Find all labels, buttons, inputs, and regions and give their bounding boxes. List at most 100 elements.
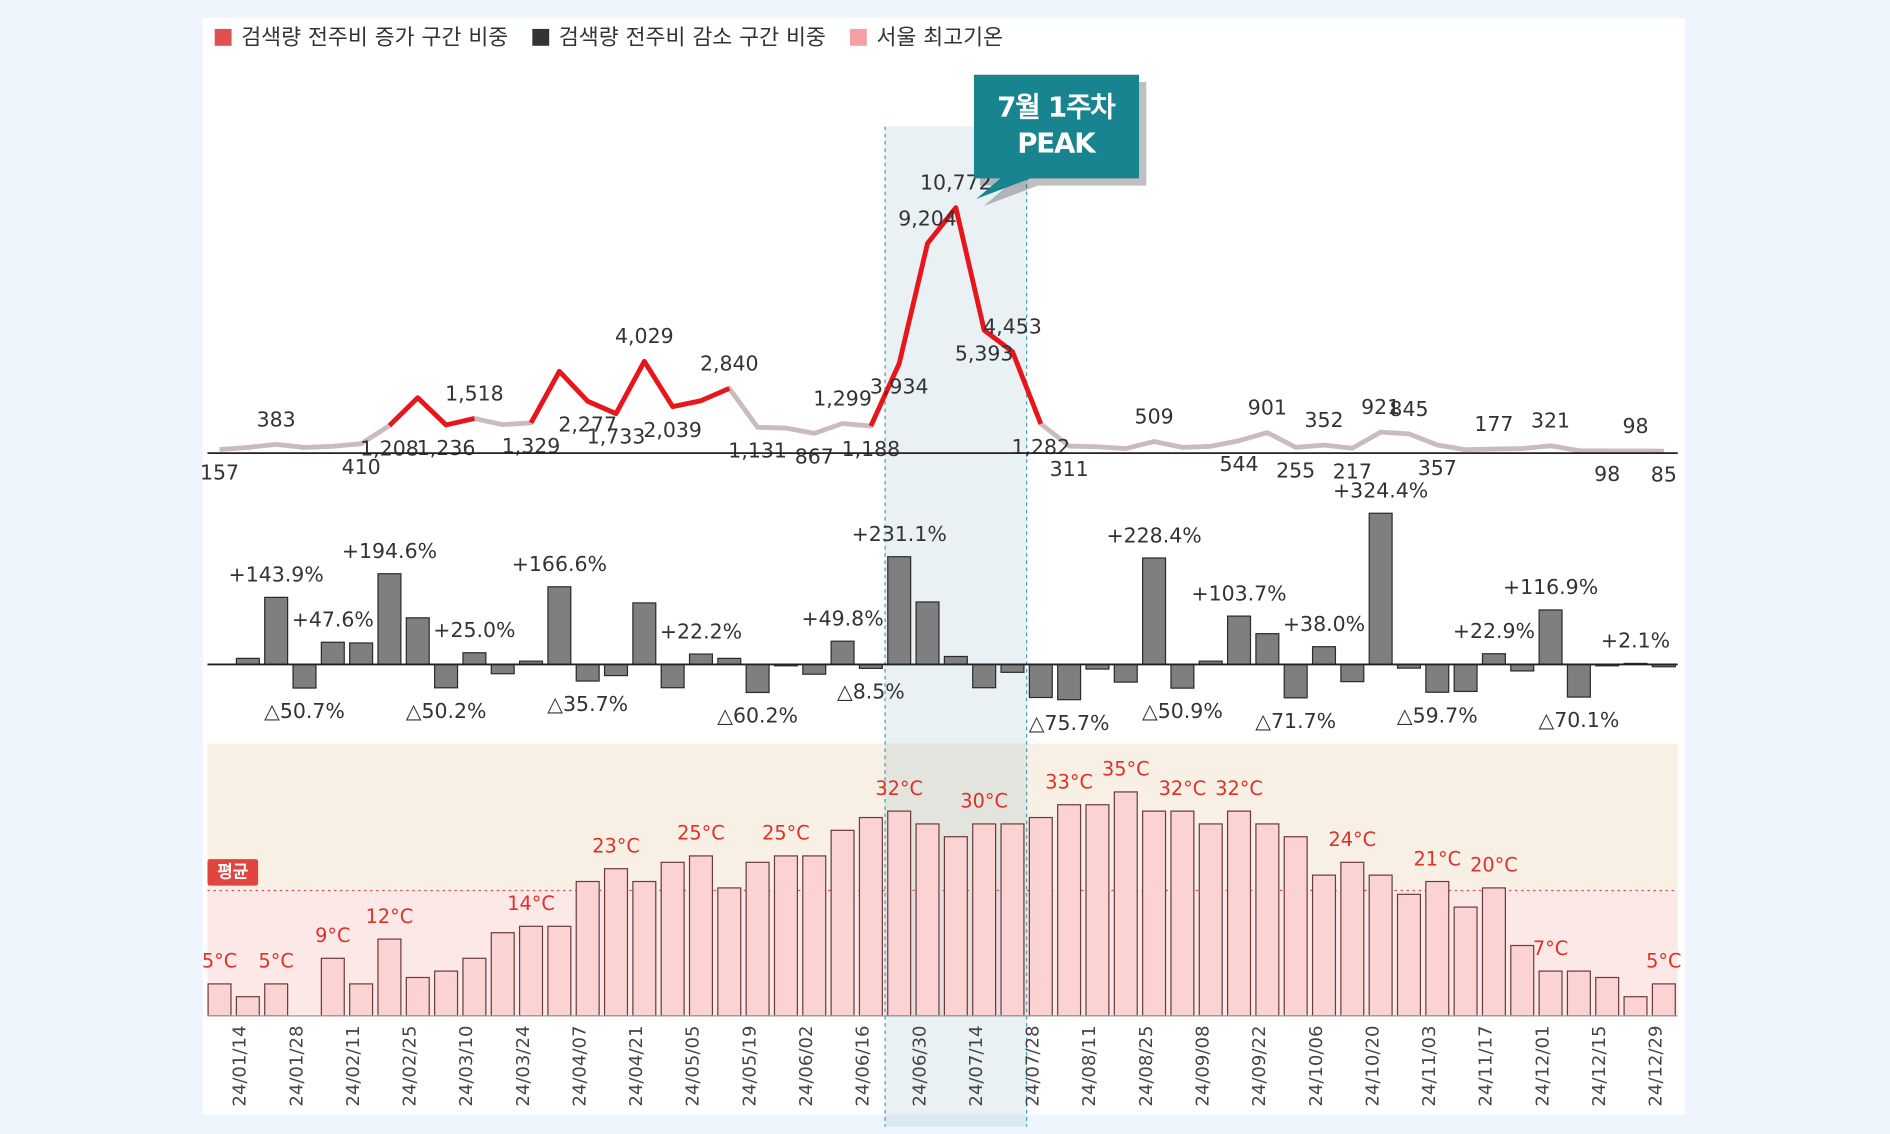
data-label: 255 — [1276, 458, 1315, 482]
bar — [1425, 880, 1450, 1017]
bar — [349, 642, 374, 666]
data-label: 544 — [1220, 452, 1259, 476]
bar — [1311, 874, 1337, 1017]
bar — [462, 957, 487, 1017]
bar — [320, 641, 345, 666]
bar — [405, 617, 430, 666]
bar — [1255, 823, 1280, 1017]
data-label: 383 — [257, 407, 296, 431]
data-label: +143.9% — [229, 563, 324, 587]
x-tick-label: 24/04/21 — [626, 1026, 647, 1107]
x-tick-label: 24/03/24 — [513, 1026, 534, 1107]
data-label: +166.6% — [512, 552, 607, 576]
bar — [1566, 663, 1591, 698]
bar — [490, 663, 515, 675]
data-label: 845 — [1389, 397, 1428, 421]
legend-label: 검색량 전주비 감소 구간 비중 — [559, 26, 826, 51]
x-tick-label: 24/12/15 — [1589, 1026, 1610, 1107]
x-tick-label: 24/09/08 — [1192, 1026, 1213, 1107]
bar — [1057, 663, 1082, 701]
highlight-line — [528, 358, 731, 424]
bar — [972, 663, 997, 689]
bar — [830, 829, 855, 1017]
x-tick-label: 24/02/11 — [343, 1026, 364, 1107]
data-label: 20°C — [1470, 854, 1518, 877]
bar — [235, 996, 260, 1017]
data-label: 1,131 — [728, 438, 787, 462]
bar — [462, 652, 487, 666]
legend-swatch — [849, 28, 867, 46]
x-tick-label: 24/11/03 — [1419, 1026, 1440, 1107]
bar — [377, 938, 402, 1017]
data-label: 1,299 — [813, 386, 872, 410]
bar — [434, 970, 459, 1017]
data-label: △50.9% — [1142, 699, 1223, 723]
highlight-line — [868, 205, 1044, 428]
x-tick-label: 24/03/10 — [456, 1026, 477, 1107]
data-label: +194.6% — [342, 539, 437, 563]
x-tick-label: 24/06/30 — [909, 1026, 930, 1107]
callout-text: 7월 1주차 — [997, 90, 1116, 123]
bar — [575, 663, 600, 682]
bar — [1481, 887, 1506, 1017]
data-label: 14°C — [507, 892, 555, 915]
bar — [717, 887, 742, 1017]
data-label: △59.7% — [1397, 703, 1478, 727]
data-label: △8.5% — [837, 679, 905, 703]
bar — [632, 602, 657, 666]
bar — [1368, 874, 1393, 1017]
data-label: 33°C — [1045, 771, 1093, 794]
data-label: 25°C — [677, 822, 725, 845]
average-label: 평균 — [217, 861, 248, 881]
bar — [207, 983, 232, 1017]
x-tick-label: 24/07/28 — [1023, 1026, 1044, 1107]
bar — [915, 601, 940, 666]
x-tick-label: 24/01/28 — [286, 1026, 307, 1107]
data-label: 311 — [1050, 457, 1089, 481]
bar — [490, 932, 515, 1017]
data-label: 35°C — [1102, 758, 1150, 781]
data-label: 1,518 — [445, 381, 504, 405]
data-label: 867 — [795, 444, 834, 468]
data-label: 2,277 — [558, 412, 617, 436]
x-tick-label: 24/02/25 — [400, 1026, 421, 1107]
data-label: +103.7% — [1191, 581, 1286, 605]
x-tick-label: 24/05/19 — [739, 1026, 760, 1107]
bar — [1283, 836, 1308, 1017]
bar — [1142, 810, 1167, 1017]
legend-swatch — [532, 28, 550, 46]
data-label: 4,029 — [615, 324, 674, 348]
bar — [1170, 663, 1195, 689]
bar — [1198, 823, 1223, 1017]
data-label: △70.1% — [1539, 708, 1620, 732]
data-label: +22.9% — [1453, 619, 1535, 643]
data-label: 98 — [1594, 462, 1620, 486]
bar — [1028, 663, 1053, 699]
data-label: 1,733 — [587, 425, 646, 449]
data-label: 352 — [1304, 408, 1343, 432]
callout-text: PEAK — [1017, 127, 1097, 160]
data-label: 4,453 — [983, 315, 1042, 339]
upper-band — [207, 743, 1678, 891]
bar — [1623, 996, 1648, 1017]
x-tick-label: 24/12/01 — [1532, 1026, 1553, 1107]
bar — [632, 880, 657, 1017]
data-label: 9°C — [315, 924, 350, 947]
highlight-line — [387, 395, 475, 428]
data-label: △75.7% — [1029, 711, 1110, 735]
bar — [1538, 609, 1563, 666]
bar — [660, 861, 685, 1017]
bar — [745, 861, 770, 1017]
data-label: 5,393 — [955, 341, 1014, 365]
data-label: 217 — [1333, 459, 1372, 483]
bar — [349, 983, 374, 1017]
data-label: 30°C — [960, 790, 1008, 813]
bar — [1453, 663, 1478, 693]
data-label: +38.0% — [1283, 612, 1365, 636]
bar — [1226, 615, 1252, 666]
bar — [518, 925, 544, 1017]
data-label: 7°C — [1533, 937, 1568, 960]
average-badge — [207, 859, 259, 886]
bar — [1113, 663, 1138, 683]
